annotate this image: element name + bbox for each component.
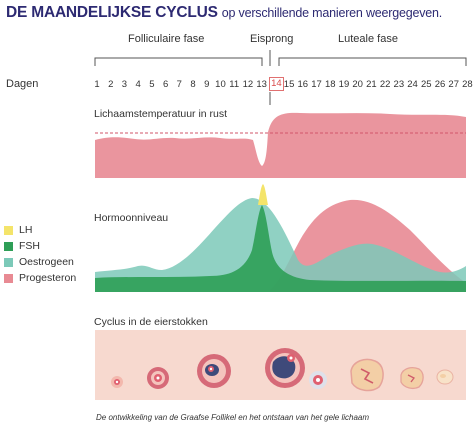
day-3: 3	[121, 79, 128, 90]
legend-progesteron-label: Progesteron	[19, 272, 77, 284]
day-24: 24	[407, 79, 418, 90]
day-8: 8	[190, 79, 196, 90]
day-11: 11	[229, 79, 240, 90]
corpus-luteum-1	[350, 358, 384, 392]
legend-fsh: FSH	[4, 240, 40, 252]
title-subtitle: op verschillende manieren weergegeven.	[221, 6, 443, 20]
ovary-band	[95, 330, 466, 400]
days-label: Dagen	[6, 78, 39, 90]
day-14: 14	[268, 77, 284, 91]
day-1: 1	[94, 79, 100, 90]
day-12: 12	[242, 79, 254, 90]
day-7: 7	[176, 79, 182, 90]
day-17: 17	[311, 79, 322, 90]
legend-progesteron-swatch	[4, 273, 13, 283]
legend-lh-label: LH	[19, 224, 33, 236]
day-27: 27	[448, 79, 459, 90]
corpus-albicans	[436, 369, 454, 385]
follicle-1	[111, 376, 123, 388]
legend-lh-swatch	[4, 225, 13, 235]
day-18: 18	[324, 79, 336, 90]
bracket-luteal	[278, 57, 467, 66]
legend-oestrogeen: Oestrogeen	[4, 256, 74, 268]
ovary-caption: De ontwikkeling van de Graafse Follikel …	[96, 413, 370, 422]
fsh-area	[95, 205, 466, 292]
legend-oestrogeen-swatch	[4, 257, 13, 267]
legend-lh: LH	[4, 224, 32, 236]
lh-area	[258, 184, 268, 205]
day-15: 15	[283, 79, 295, 90]
day-22: 22	[379, 79, 391, 90]
day-16: 16	[297, 79, 309, 90]
follicle-2	[147, 367, 169, 389]
hormone-label: Hormoonniveau	[94, 212, 169, 224]
legend-fsh-swatch	[4, 241, 13, 251]
phase-brackets	[94, 50, 467, 66]
day-26: 26	[434, 79, 446, 90]
legend-progesteron: Progesteron	[4, 272, 76, 284]
estrogen-area	[95, 198, 466, 292]
day-21: 21	[366, 79, 377, 90]
follicle-4-graafian	[265, 348, 305, 388]
day-13: 13	[256, 79, 267, 90]
title-main: DE MAANDELIJKSE CYCLUS	[6, 4, 218, 21]
phase-follicular-label: Folliculaire fase	[128, 33, 205, 45]
phase-ovulation-label: Eisprong	[250, 33, 294, 45]
temperature-area	[95, 112, 466, 178]
day-10: 10	[215, 79, 226, 90]
day-19: 19	[338, 79, 350, 90]
day-9: 9	[204, 79, 210, 90]
legend-fsh-label: FSH	[19, 240, 40, 252]
day-28: 28	[462, 79, 473, 90]
bracket-follicular	[94, 57, 263, 66]
legend-oestrogeen-label: Oestrogeen	[19, 256, 74, 268]
corpus-luteum-2	[400, 367, 424, 389]
day-6: 6	[162, 79, 169, 90]
phase-luteal-label: Luteale fase	[338, 33, 398, 45]
day-20: 20	[352, 79, 363, 90]
day-23: 23	[393, 79, 405, 90]
page-title: DE MAANDELIJKSE CYCLUS op verschillende m…	[6, 4, 442, 22]
temperature-chart	[95, 112, 466, 178]
hormone-chart	[95, 184, 466, 292]
follicle-3	[197, 354, 231, 388]
day-25: 25	[420, 79, 432, 90]
ovary-label: Cyclus in de eierstokken	[94, 316, 208, 328]
temperature-label: Lichaamstemperatuur in rust	[94, 108, 228, 120]
ovulated-egg	[309, 371, 327, 389]
day-5: 5	[149, 79, 155, 90]
day-4: 4	[135, 79, 141, 90]
day-2: 2	[108, 79, 114, 90]
